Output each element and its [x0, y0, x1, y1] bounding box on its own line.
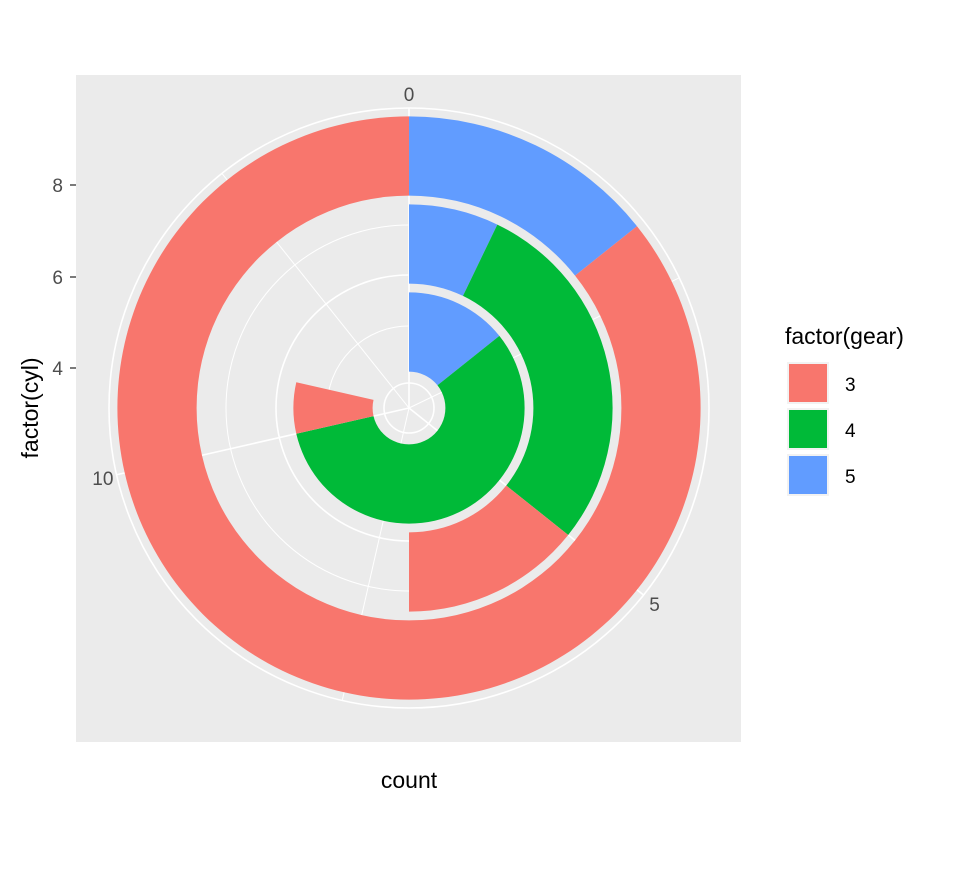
cyl-axis-title: factor(cyl) [17, 358, 43, 459]
bar-cyl-4-gear-3 [293, 382, 374, 434]
bar-cyl-4-gear-4 [296, 335, 525, 524]
x-tick-label: 8 [52, 176, 63, 197]
legend-swatch-4 [789, 410, 827, 448]
x-tick-label: 6 [52, 268, 63, 289]
count-axis-title: count [381, 767, 438, 793]
theta-tick-label: 5 [649, 595, 660, 616]
legend-label-3: 3 [845, 375, 856, 396]
legend-swatch-3 [789, 364, 827, 402]
bar-cyl-6-gear-4 [462, 224, 613, 535]
x-axis: 4 6 8 [52, 176, 76, 380]
bar-cyl-6-gear-5 [409, 204, 498, 296]
x-tick-label: 4 [52, 359, 63, 380]
bar-cyl-8-gear-5 [409, 116, 637, 276]
bar-cyl-6-gear-3 [409, 485, 569, 612]
theta-axis: 0 5 10 [92, 85, 659, 616]
legend-label-5: 5 [845, 467, 856, 488]
legend: factor(gear) 3 4 5 [785, 323, 904, 496]
legend-title: factor(gear) [785, 323, 904, 349]
bar-cyl-4-gear-5 [409, 292, 500, 386]
legend-label-4: 4 [845, 421, 856, 442]
theta-tick-label: 0 [404, 85, 415, 106]
bar-segments [117, 116, 701, 700]
legend-swatch-5 [789, 456, 827, 494]
theta-tick-label: 10 [92, 469, 113, 490]
